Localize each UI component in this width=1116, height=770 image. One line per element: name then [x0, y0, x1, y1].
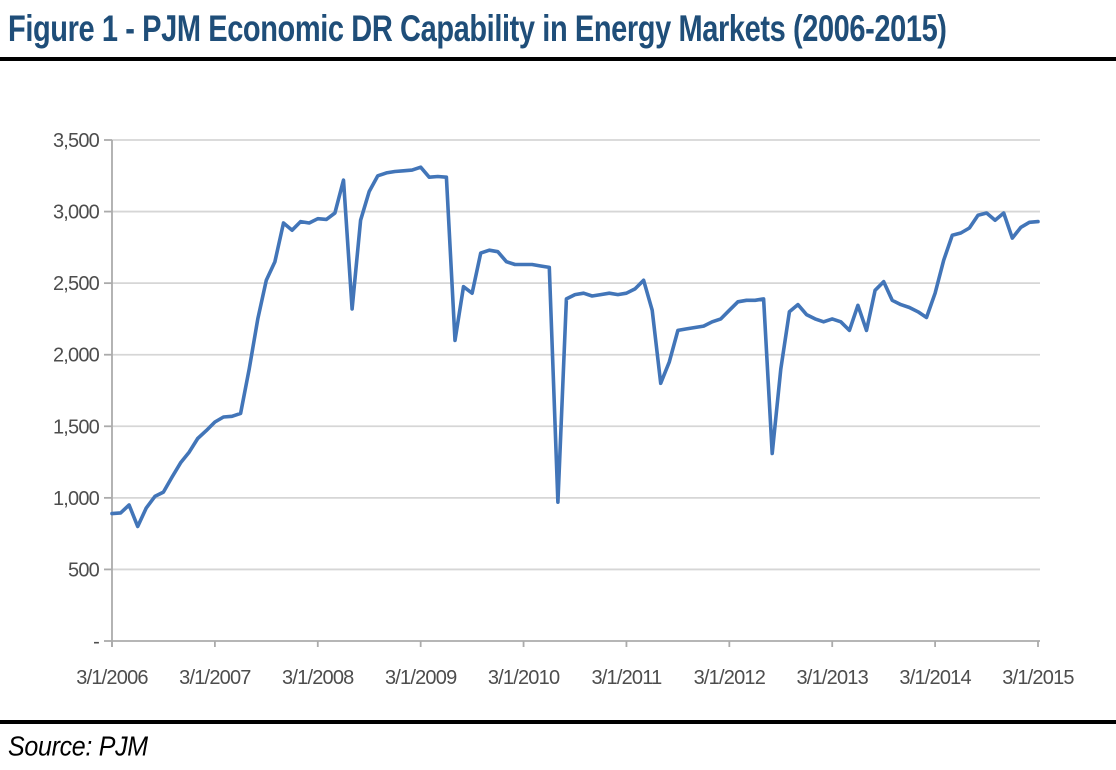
title-divider-rule: [0, 57, 1116, 61]
footer-divider-rule: [0, 720, 1116, 724]
x-tick-label: 3/1/2008: [282, 667, 354, 689]
y-tick-label: 2,000: [53, 345, 100, 367]
y-tick-label: 2,500: [53, 273, 100, 295]
x-tick-label: 3/1/2007: [179, 667, 251, 689]
y-tick-label: 1,000: [53, 488, 100, 510]
source-text: Source: PJM: [8, 731, 148, 763]
y-tick-label: 1,500: [53, 416, 100, 438]
data-series-line: [110, 165, 1040, 529]
figure-title: Figure 1 - PJM Economic DR Capability in…: [8, 9, 947, 50]
y-tick-label: 500: [68, 559, 100, 581]
x-tick-label: 3/1/2010: [488, 667, 560, 689]
x-tick-label: 3/1/2006: [76, 667, 148, 689]
y-tick-label: -: [93, 631, 99, 653]
y-tick-label: 3,000: [53, 202, 100, 224]
x-tick-label: 3/1/2012: [694, 667, 766, 689]
x-tick-label: 3/1/2011: [591, 667, 662, 689]
x-tick-label: 3/1/2014: [899, 667, 971, 689]
x-tick-label: 3/1/2013: [796, 667, 868, 689]
x-tick-label: 3/1/2015: [1002, 667, 1074, 689]
y-tick-label: 3,500: [53, 130, 100, 152]
x-tick-label: 3/1/2009: [385, 667, 457, 689]
